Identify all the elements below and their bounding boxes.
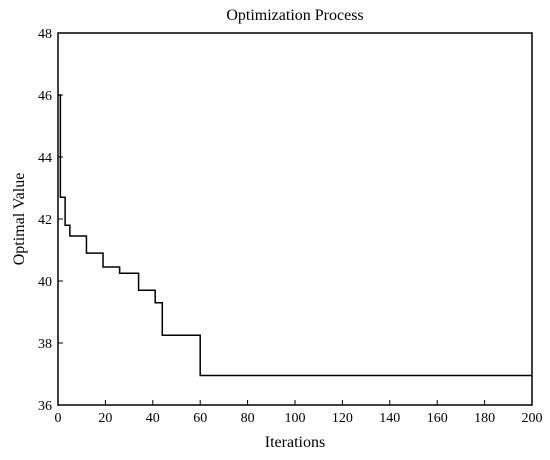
y-axis-label: Optimal Value bbox=[11, 173, 28, 266]
x-tick-label: 160 bbox=[427, 411, 448, 426]
x-tick-label: 0 bbox=[55, 411, 62, 426]
x-axis: 0 20 40 60 80 100 120 140 160 180 200 bbox=[55, 400, 543, 426]
chart-title: Optimization Process bbox=[226, 7, 363, 24]
y-axis: 36 38 40 42 44 46 48 bbox=[38, 27, 63, 414]
x-tick-label: 120 bbox=[332, 411, 353, 426]
y-tick-label: 46 bbox=[38, 89, 52, 104]
y-tick-label: 42 bbox=[38, 213, 52, 228]
x-tick-label: 60 bbox=[193, 411, 207, 426]
x-tick-label: 80 bbox=[241, 411, 255, 426]
y-tick-label: 36 bbox=[38, 399, 52, 414]
x-tick-label: 20 bbox=[98, 411, 112, 426]
y-tick-label: 40 bbox=[38, 275, 52, 290]
x-tick-label: 200 bbox=[522, 411, 543, 426]
plot-area-frame bbox=[57, 32, 533, 406]
x-tick-label: 100 bbox=[285, 411, 306, 426]
x-tick-label: 40 bbox=[146, 411, 160, 426]
x-tick-label: 180 bbox=[474, 411, 495, 426]
series-line bbox=[58, 94, 532, 377]
x-axis-label: Iterations bbox=[265, 434, 325, 451]
x-tick-label: 140 bbox=[379, 411, 400, 426]
y-tick-label: 44 bbox=[38, 151, 52, 166]
y-tick-label: 38 bbox=[38, 337, 52, 352]
y-tick-label: 48 bbox=[38, 27, 52, 42]
